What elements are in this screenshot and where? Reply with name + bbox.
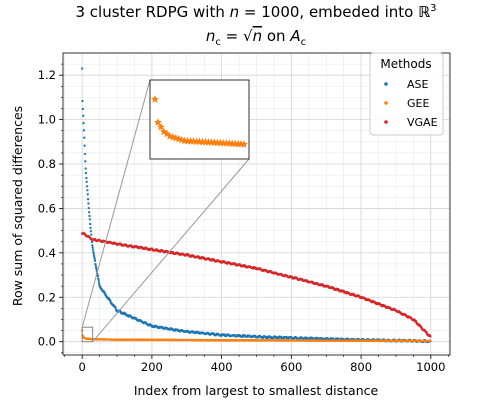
inset-source-box xyxy=(81,326,94,343)
x-tick-label: 800 xyxy=(350,360,372,374)
legend-marker-vgae xyxy=(384,120,388,124)
data-point-ase xyxy=(87,202,90,205)
inset-data-point-gee xyxy=(153,118,162,126)
data-point-ase xyxy=(84,167,87,170)
y-tick-label: 1.2 xyxy=(38,68,56,82)
data-point-ase xyxy=(89,222,92,226)
x-tick-label: 400 xyxy=(211,360,233,374)
legend-label-vgae: VGAE xyxy=(407,116,438,129)
data-point-vgae xyxy=(429,335,432,338)
inset-frame xyxy=(149,79,250,160)
legend-marker-gee xyxy=(384,101,388,105)
data-point-ase xyxy=(89,230,93,233)
data-point-ase xyxy=(97,281,101,284)
data-point-ase xyxy=(91,244,94,247)
data-point-ase xyxy=(89,226,92,230)
data-point-ase xyxy=(85,176,88,180)
data-point-ase xyxy=(85,180,88,183)
data-point-ase xyxy=(86,193,89,196)
data-point-ase xyxy=(87,207,90,210)
data-point-ase xyxy=(94,264,97,267)
data-point-ase xyxy=(92,252,95,255)
legend-marker-ase xyxy=(384,82,388,86)
y-tick-label: 0.8 xyxy=(38,157,56,171)
data-point-ase xyxy=(83,152,87,156)
data-point-ase xyxy=(114,306,117,309)
data-point-ase xyxy=(83,144,86,147)
data-point-ase xyxy=(93,257,96,261)
legend-frame xyxy=(369,52,444,136)
data-point-ase xyxy=(83,136,86,139)
data-point-ase xyxy=(84,171,88,175)
data-point-gee xyxy=(429,339,432,343)
inset-data-point-gee xyxy=(151,95,159,103)
inset-data-point-gee xyxy=(156,122,165,131)
data-point-ase xyxy=(85,185,89,188)
x-tick-label: 600 xyxy=(280,360,302,374)
data-point-ase xyxy=(88,211,91,214)
y-axis-label: Row sum of squared differences xyxy=(10,106,25,306)
data-point-ase xyxy=(81,67,84,70)
inset-connector-line xyxy=(92,158,250,343)
y-tick-label: 0.4 xyxy=(38,246,56,260)
legend-label-gee: GEE xyxy=(407,97,429,110)
data-point-ase xyxy=(91,246,94,249)
data-point-ase xyxy=(81,107,85,111)
inset-connector-line xyxy=(81,79,151,328)
data-point-ase xyxy=(96,274,100,278)
legend: Methods ASE GEE VGAE xyxy=(369,52,444,136)
data-point-ase xyxy=(98,283,101,286)
y-tick-label: 0.0 xyxy=(38,335,56,349)
data-point-ase xyxy=(90,233,93,236)
data-point-ase xyxy=(81,99,84,103)
inset-series-gee xyxy=(151,95,248,148)
data-point-ase xyxy=(97,278,100,282)
data-point-ase xyxy=(95,268,98,271)
data-point-ase xyxy=(91,248,95,251)
legend-label-ase: ASE xyxy=(407,78,429,91)
y-tick-label: 0.2 xyxy=(38,290,56,304)
data-point-ase xyxy=(82,129,86,132)
data-point-ase xyxy=(82,122,85,125)
x-tick-label: 200 xyxy=(141,360,163,374)
data-point-ase xyxy=(88,218,91,221)
inset-data-point-gee xyxy=(240,140,248,148)
data-point-ase xyxy=(86,189,89,192)
legend-title: Methods xyxy=(380,57,431,71)
series-gee xyxy=(81,329,432,343)
y-tick-label: 0.6 xyxy=(38,201,56,215)
data-point-ase xyxy=(92,250,95,254)
x-axis-label: Index from largest to smallest distance xyxy=(134,383,379,398)
y-tick-label: 1.0 xyxy=(38,113,56,127)
chart-title-line2: nc = √n on Ac xyxy=(206,27,306,48)
data-point-ase xyxy=(82,114,85,117)
chart-title-line1: 3 cluster RDPG with n = 1000, embeded in… xyxy=(76,3,437,21)
x-tick-label: 0 xyxy=(79,360,86,374)
data-point-ase xyxy=(84,160,87,163)
data-point-ase xyxy=(88,214,91,218)
x-tick-label: 1000 xyxy=(416,360,445,374)
data-point-ase xyxy=(93,259,97,262)
data-point-ase xyxy=(86,198,90,201)
